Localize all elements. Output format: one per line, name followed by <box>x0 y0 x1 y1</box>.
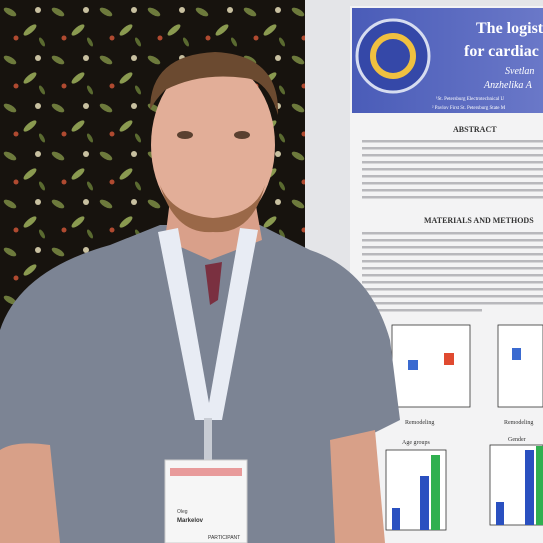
bar <box>431 455 440 530</box>
arm <box>330 430 385 543</box>
bar <box>525 450 534 525</box>
poster-title: for cardiac r <box>464 43 543 60</box>
chart-title: Gender <box>508 437 526 443</box>
badge-role: PARTICIPANT <box>208 535 240 541</box>
boxplot <box>497 324 543 408</box>
boxplot <box>391 324 471 408</box>
eye <box>234 131 250 139</box>
hair <box>150 52 279 115</box>
box <box>512 348 521 360</box>
section-heading: MATERIALS AND METHODS <box>424 216 534 225</box>
lanyard <box>158 228 212 420</box>
section-heading: ABSTRACT <box>453 125 497 134</box>
lanyard <box>206 228 258 420</box>
undershirt <box>205 262 222 305</box>
bar <box>420 476 429 530</box>
poster-affiliation: ¹St. Petersburg Electrotechnical U <box>436 96 504 102</box>
box <box>444 353 454 365</box>
poster-authors: Anzhelika A <box>483 80 533 91</box>
abstract-text <box>362 140 543 199</box>
poster-title: The logist <box>476 20 543 37</box>
axis-label: Remodeling <box>405 420 434 426</box>
face <box>151 60 275 230</box>
logo-mark <box>370 33 416 79</box>
eye <box>177 131 193 139</box>
chart-title: Age groups <box>402 440 430 446</box>
badge-last-name: Markelov <box>177 518 204 524</box>
axis-label: Remodeling <box>504 420 533 426</box>
poster-authors: Svetlan <box>505 66 534 77</box>
bar <box>392 508 400 530</box>
logo <box>355 18 431 94</box>
methods-text <box>362 232 543 312</box>
box <box>408 360 418 370</box>
beard <box>160 185 265 233</box>
badge-first-name: Oleg <box>177 509 188 515</box>
badge-banner <box>170 468 242 476</box>
bar <box>536 446 543 525</box>
bar <box>496 502 504 525</box>
badge-clip <box>204 418 212 460</box>
poster-affiliation: ² Pavlov First St. Petersburg State M <box>432 105 506 111</box>
arm <box>0 443 60 543</box>
